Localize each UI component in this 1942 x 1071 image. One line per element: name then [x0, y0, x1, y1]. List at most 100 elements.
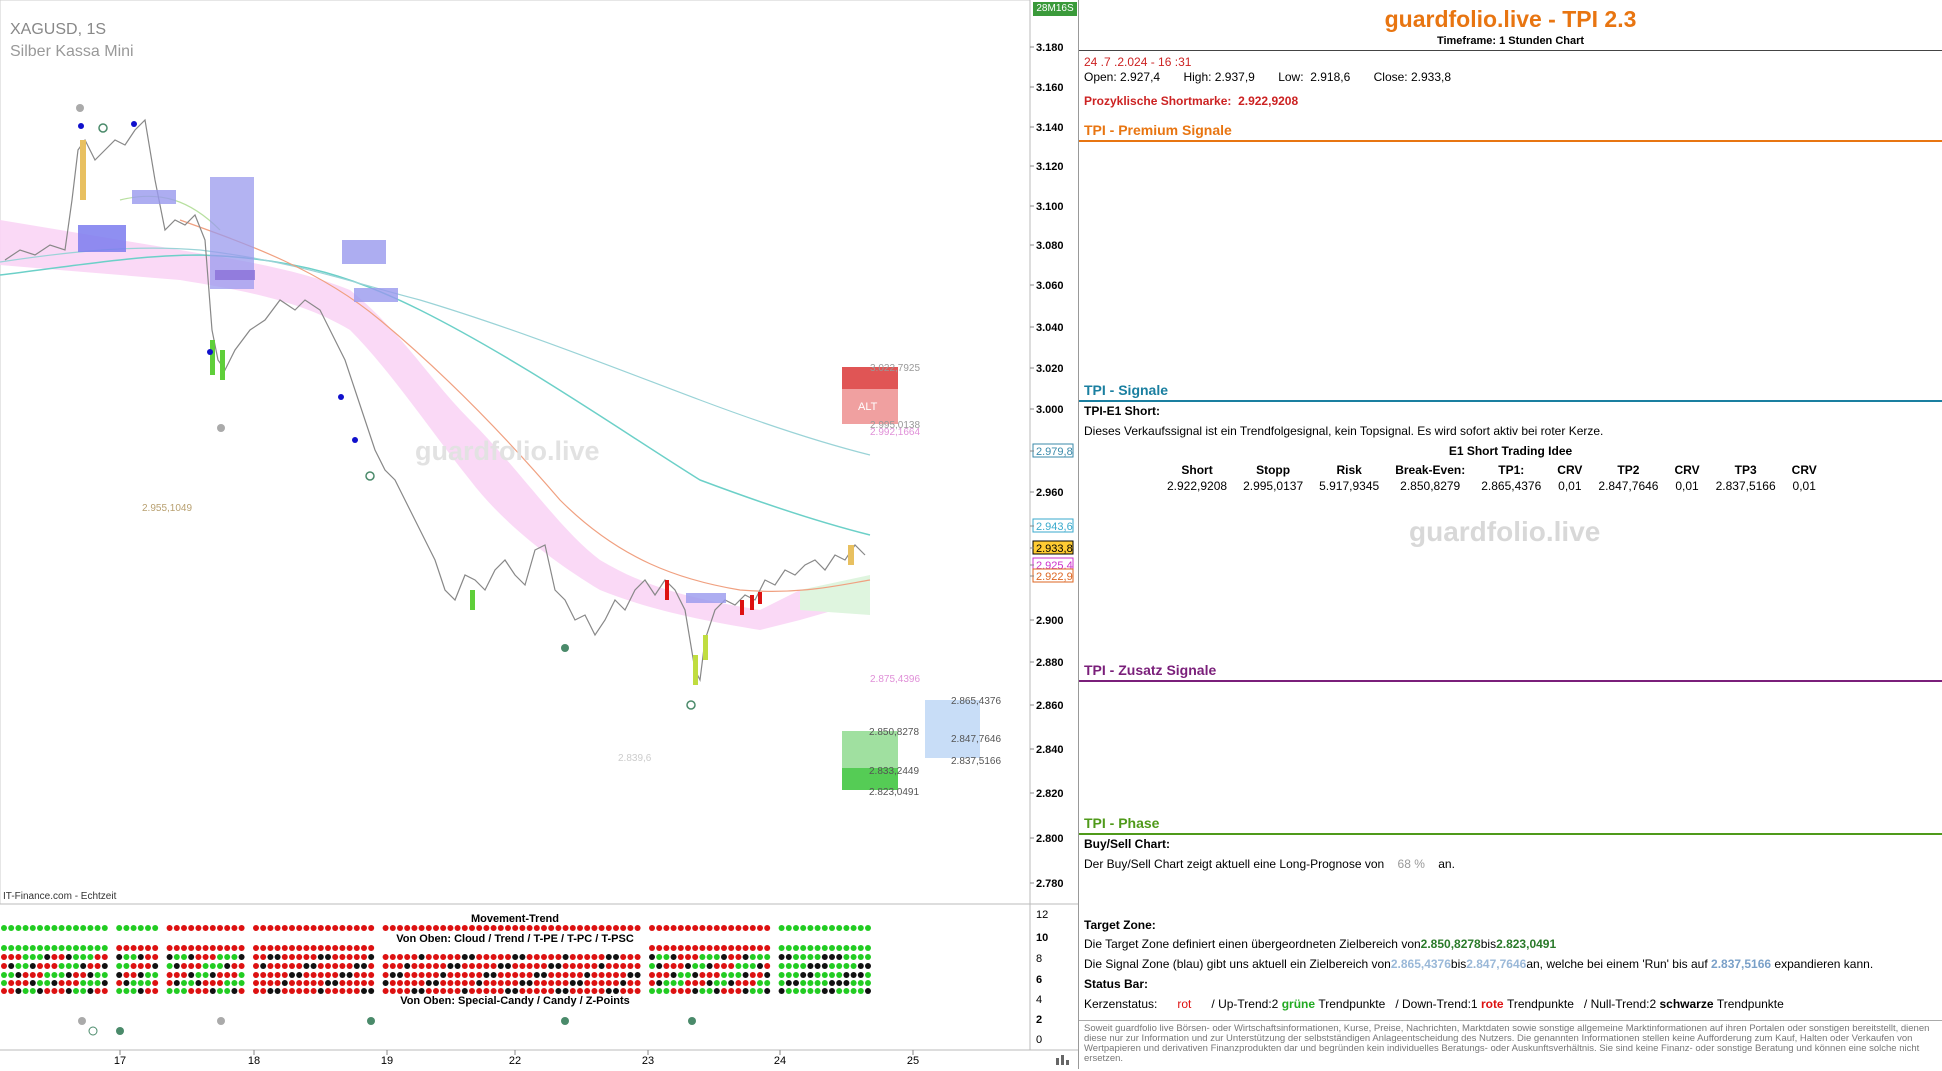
trend-dot: [181, 988, 187, 994]
trend-dot: [368, 963, 375, 969]
trend-dot: [505, 972, 511, 978]
trend-dot: [476, 972, 483, 978]
trade-header: TP1:: [1498, 463, 1525, 477]
trend-dot: [627, 988, 634, 994]
trend-dot: [332, 963, 339, 969]
trend-dot: [620, 972, 627, 978]
trend-dot: [116, 925, 123, 931]
trend-dot: [785, 945, 792, 951]
trend-dot: [598, 972, 605, 978]
signal-zone: [925, 700, 980, 758]
trend-dot: [418, 963, 425, 969]
trend-dot: [699, 954, 706, 960]
trend-dot: [267, 963, 274, 969]
trend-dot: [65, 925, 72, 931]
trend-dot: [490, 972, 497, 978]
trend-dot: [29, 988, 36, 994]
trend-dot: [289, 945, 295, 951]
price-chart[interactable]: ALT 3.022,7925 2.995,0138 2.992,1664 2.9…: [0, 0, 1078, 1069]
trend-dot: [649, 963, 655, 969]
trend-dot: [145, 980, 151, 986]
trend-dot: [281, 954, 288, 960]
trend-dot: [757, 963, 763, 969]
trend-dot: [253, 972, 259, 978]
trend-dot: [51, 954, 58, 960]
trend-dot: [317, 945, 324, 951]
price-tick-label: 3.060: [1036, 280, 1064, 292]
trend-dot: [281, 988, 288, 994]
trend-dot: [569, 925, 576, 931]
trend-dot: [123, 972, 130, 978]
trend-dot: [548, 963, 555, 969]
trend-dot: [101, 988, 108, 994]
trend-dot: [166, 988, 173, 994]
trend-dot: [404, 988, 411, 994]
trend-dot: [793, 988, 799, 994]
target-zone-bottom: [842, 768, 898, 790]
datetime: 24 .7 .2.024 - 16 :31: [1084, 55, 1192, 69]
trend-dot: [577, 980, 583, 986]
trend-dot: [677, 925, 684, 931]
trend-dot: [224, 945, 231, 951]
buysell-post: an.: [1438, 857, 1455, 871]
trend-dot: [778, 988, 785, 994]
trend-dot: [814, 925, 821, 931]
trend-dot: [8, 954, 15, 960]
trend-dot: [800, 925, 807, 931]
trade-header: TP2: [1617, 463, 1640, 477]
trend-dot: [591, 963, 598, 969]
signalzone-run: 2.837,5166: [1711, 957, 1772, 971]
blue-box: [342, 240, 386, 264]
trend-dot: [706, 945, 713, 951]
trend-dot: [188, 925, 195, 931]
chart-area[interactable]: ALT 3.022,7925 2.995,0138 2.992,1664 2.9…: [0, 0, 1079, 1069]
trend-dot: [591, 972, 598, 978]
trend-dot: [447, 972, 454, 978]
trend-dot: [123, 925, 130, 931]
timeframe-value: 1 Stunden Chart: [1499, 35, 1585, 47]
trend-dot: [461, 988, 468, 994]
trend-dot: [555, 925, 562, 931]
trend-dot: [562, 972, 569, 978]
trend-dot: [325, 980, 331, 986]
price-tick-label: 3.080: [1036, 240, 1064, 252]
level-label: 2.992,1664: [870, 427, 920, 438]
trend-dot: [389, 963, 396, 969]
trend-dot: [706, 963, 713, 969]
trend-dot: [569, 954, 576, 960]
level-label: 2.823,0491: [869, 787, 919, 798]
trend-dot: [411, 963, 418, 969]
trend-dot: [332, 972, 339, 978]
chart-settings-icon[interactable]: [1055, 1052, 1073, 1066]
level-label: 2.833,2449: [869, 766, 919, 777]
trend-dot: [310, 988, 317, 994]
date-tick-label: 23: [642, 1055, 654, 1067]
candle-red: [665, 580, 669, 600]
trend-dot: [339, 988, 346, 994]
trend-dot: [346, 954, 353, 960]
trend-dot: [51, 980, 58, 986]
trend-dot: [555, 954, 562, 960]
trend-dot: [296, 972, 303, 978]
trend-dot: [757, 972, 763, 978]
signalzone-to: 2.847,7646: [1466, 957, 1527, 971]
panel-title: guardfolio.live - TPI 2.3: [1384, 6, 1637, 32]
trend-dot: [512, 972, 519, 978]
trend-dot: [44, 988, 51, 994]
trend-dot: [267, 954, 274, 960]
trend-dot: [620, 925, 627, 931]
trend-dot: [735, 972, 742, 978]
trend-dot: [713, 925, 720, 931]
trend-dot: [519, 925, 526, 931]
movement-title: Movement-Trend: [471, 913, 559, 925]
trend-dot: [145, 988, 151, 994]
trend-dot: [497, 954, 504, 960]
status-row: Kerzenstatus: rot / Up-Trend:2 grüne Tre…: [1084, 997, 1784, 1011]
signal-dot: [352, 437, 358, 443]
trend-dot: [94, 988, 101, 994]
trend-dot: [382, 954, 389, 960]
trend-dot: [440, 980, 447, 986]
trend-dot: [123, 963, 130, 969]
trend-dot: [303, 925, 310, 931]
signalzone-end: expandieren kann.: [1774, 957, 1874, 971]
